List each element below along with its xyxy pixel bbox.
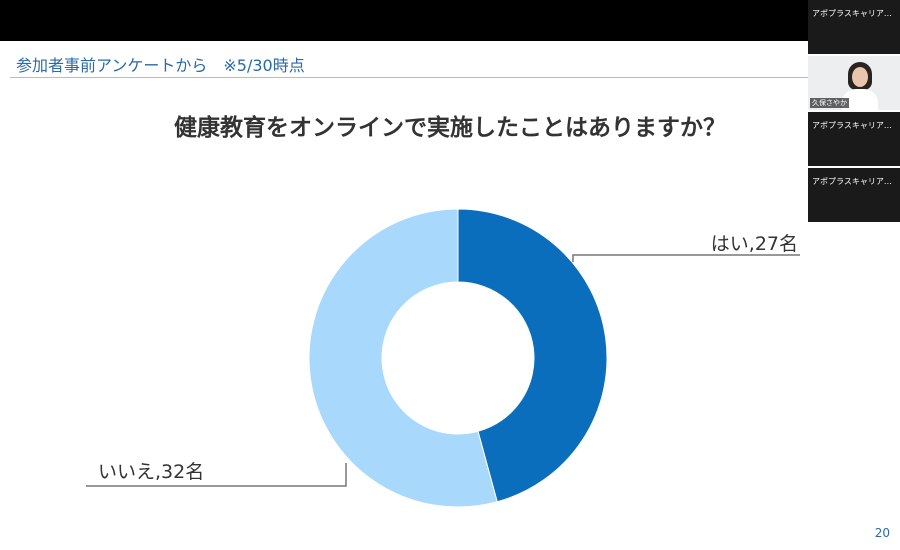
slide-header: 参加者事前アンケートから ※5/30時点	[16, 56, 305, 75]
participant-tile[interactable]: アポプラスキャリア…	[808, 168, 900, 222]
video-participants-panel: アポプラスキャリア… 久保さやか アポプラスキャリア… アポプラスキャリア…	[808, 0, 900, 222]
page-number: 20	[874, 526, 890, 540]
header-divider	[10, 77, 810, 78]
participant-name: 久保さやか	[810, 98, 849, 108]
slide-question: 健康教育をオンラインで実施したことはありますか？	[174, 115, 726, 141]
participant-name: アポプラスキャリア…	[812, 177, 892, 186]
participant-name: アポプラスキャリア…	[812, 9, 892, 18]
participant-name: アポプラスキャリア…	[812, 121, 892, 130]
data-label-yes: はい,27名	[711, 233, 798, 255]
data-label-no: いいえ,32名	[98, 461, 204, 483]
slice-no	[308, 208, 498, 508]
participant-tile[interactable]: アポプラスキャリア…	[808, 0, 900, 54]
participant-tile-video[interactable]: 久保さやか	[808, 56, 900, 110]
participant-tile[interactable]: アポプラスキャリア…	[808, 112, 900, 166]
leader-line-yes	[572, 254, 800, 262]
top-black-bar	[0, 0, 808, 41]
leader-line-no	[86, 463, 347, 487]
person-body	[842, 89, 878, 110]
slice-yes	[457, 208, 608, 503]
person-face	[852, 67, 868, 87]
